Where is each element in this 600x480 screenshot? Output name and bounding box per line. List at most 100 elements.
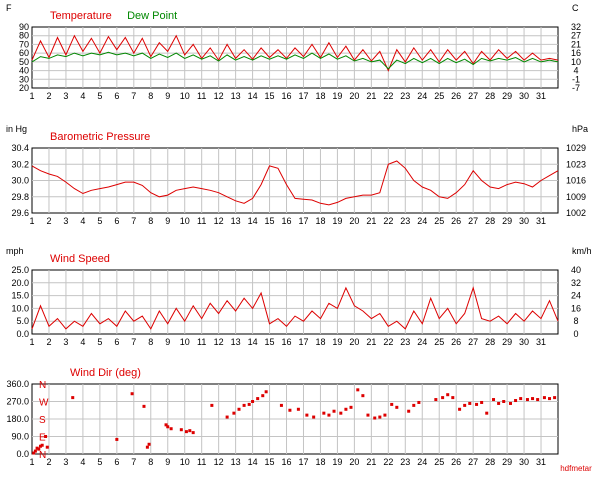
chart-panel-1: 1 2 3 4 5 6 7 8 9 10 11 12 13 14 15 16 17 18 19 20 21 22 23 24 2… <box>6 3 581 101</box>
series-line <box>31 160 559 206</box>
x-tick-label: 22 <box>383 91 393 101</box>
x-tick-label: 24 <box>417 216 427 226</box>
x-tick-label: 5 <box>97 91 102 101</box>
x-tick-label: 9 <box>165 457 170 467</box>
data-point <box>531 397 535 401</box>
x-tick-label: 10 <box>180 337 190 347</box>
x-tick-label: 28 <box>485 337 495 347</box>
data-point <box>542 396 546 400</box>
x-tick-label: 6 <box>114 216 119 226</box>
y-tick-label-left: 25.0 <box>11 265 29 275</box>
x-tick-label: 12 <box>214 91 224 101</box>
data-point <box>553 396 557 400</box>
data-point <box>548 397 552 401</box>
data-point <box>40 443 44 447</box>
x-tick-label: 15 <box>265 216 275 226</box>
y-tick-label-right: -1 <box>572 74 580 84</box>
x-tick-label: 5 <box>97 337 102 347</box>
data-point <box>237 407 241 411</box>
data-point <box>32 451 36 455</box>
x-tick-label: 3 <box>63 337 68 347</box>
data-point <box>264 390 268 394</box>
y-tick-label-left: 90 <box>19 22 29 32</box>
data-point <box>288 408 292 412</box>
x-tick-label: 7 <box>131 457 136 467</box>
data-point <box>71 396 75 400</box>
data-point <box>261 394 265 398</box>
x-tick-label: 11 <box>197 216 206 226</box>
x-tick-label: 2 <box>46 91 51 101</box>
y-tick-label-left: 180.0 <box>6 414 29 424</box>
x-tick-label: 10 <box>180 91 190 101</box>
x-tick-label: 15 <box>265 457 275 467</box>
x-tick-label: 29 <box>502 337 512 347</box>
x-tick-label: 12 <box>214 337 224 347</box>
x-tick-label: 4 <box>80 337 85 347</box>
data-point <box>349 405 353 409</box>
x-tick-label: 3 <box>63 457 68 467</box>
compass-label: W <box>39 398 49 409</box>
data-point <box>514 399 518 403</box>
data-point <box>312 415 316 419</box>
x-tick-label: 4 <box>80 216 85 226</box>
data-point <box>44 435 48 438</box>
x-tick-label: 13 <box>231 337 241 347</box>
y-tick-label-left: 30 <box>19 74 29 84</box>
x-tick-label: 13 <box>231 457 241 467</box>
data-point <box>502 400 506 403</box>
compass-label: N <box>39 380 46 391</box>
x-tick-label: 9 <box>165 337 170 347</box>
y-tick-label-left: 90.0 <box>11 432 29 442</box>
x-tick-label: 6 <box>114 91 119 101</box>
y-tick-label-right: 1016 <box>566 176 586 186</box>
series-line <box>31 34 559 72</box>
chart-panel-4: 1 2 3 4 5 6 7 8 9 10 11 12 13 14 15 16 17 18 19 20 21 22 23 24 2… <box>6 367 592 473</box>
data-point <box>322 411 326 415</box>
data-point <box>373 416 377 420</box>
x-tick-label: 28 <box>485 457 495 467</box>
x-tick-label: 30 <box>519 216 529 226</box>
plot-frame <box>31 26 559 89</box>
x-tick-label: 28 <box>485 216 495 226</box>
y-tick-label-right: -7 <box>572 83 580 93</box>
y-tick-label-left: 20 <box>19 83 29 93</box>
x-tick-label: 11 <box>197 457 206 467</box>
x-tick-label: 19 <box>332 91 342 101</box>
x-tick-label: 21 <box>366 91 376 101</box>
y-tick-label-right: 1023 <box>566 159 586 169</box>
x-tick-label: 14 <box>248 457 258 467</box>
x-tick-label: 27 <box>468 337 478 347</box>
x-tick-label: 11 <box>197 337 206 347</box>
y-tick-label-left: 20.0 <box>11 278 29 288</box>
x-tick-label: 31 <box>536 91 546 101</box>
data-point <box>485 411 489 415</box>
left-unit-label: mph <box>6 246 24 256</box>
x-tick-label: 21 <box>366 337 376 347</box>
x-tick-label: 24 <box>417 337 427 347</box>
y-tick-label-right: 4 <box>573 66 578 76</box>
x-tick-label: 19 <box>332 337 342 347</box>
plot-frame <box>31 269 559 335</box>
data-point <box>38 444 42 448</box>
x-tick-label: 4 <box>80 91 85 101</box>
left-unit-label: in Hg <box>6 124 27 134</box>
data-point <box>191 431 195 435</box>
data-point <box>296 407 300 411</box>
data-point <box>232 411 236 415</box>
x-tick-label: 16 <box>282 337 292 347</box>
legend-entry: Dew Point <box>127 10 177 22</box>
data-point <box>256 397 260 401</box>
x-tick-label: 26 <box>451 457 461 467</box>
data-point <box>115 437 119 441</box>
x-tick-label: 13 <box>231 216 241 226</box>
x-tick-label: 6 <box>114 337 119 347</box>
left-unit-label: F <box>6 3 12 13</box>
y-tick-label-left: 10.0 <box>11 303 29 313</box>
data-point <box>130 392 134 396</box>
x-tick-label: 14 <box>248 216 258 226</box>
data-point <box>383 413 387 417</box>
y-tick-label-left: 80 <box>19 31 29 41</box>
x-tick-label: 27 <box>468 457 478 467</box>
x-tick-label: 17 <box>298 457 308 467</box>
